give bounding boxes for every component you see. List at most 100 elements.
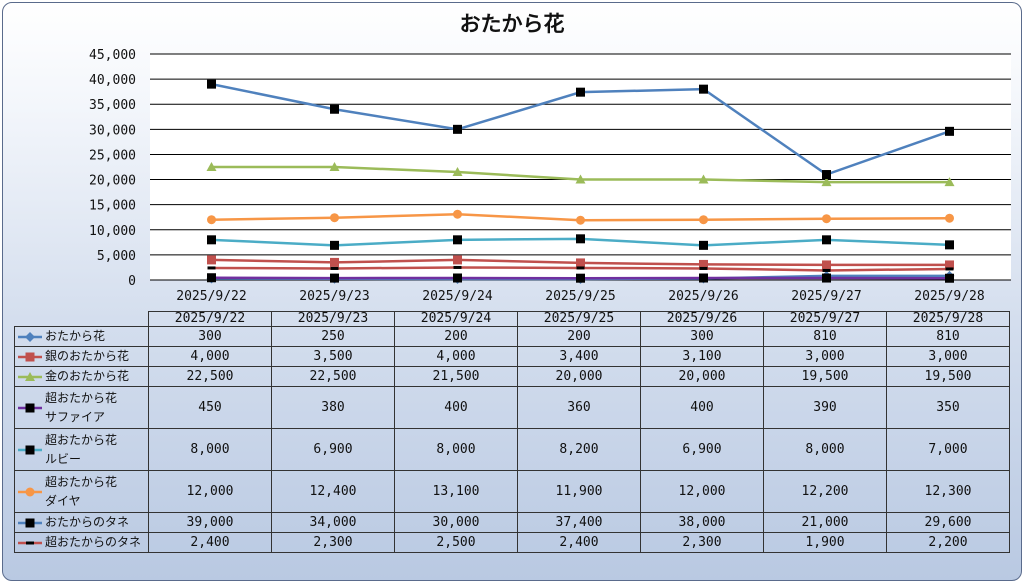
table-cell: 3,000	[763, 346, 887, 367]
data-point	[453, 209, 462, 219]
data-point	[945, 213, 954, 223]
table-cell: 19,500	[763, 366, 887, 387]
table-cell: 2,300	[640, 532, 764, 553]
series-2	[206, 162, 955, 187]
data-point	[330, 266, 339, 270]
table-cell: 12,200	[763, 470, 887, 513]
table-cell: 11,900	[517, 470, 641, 513]
table-header-cell: 2025/9/28	[886, 311, 1010, 327]
table-row: 超おたから花 サファイア 450 380 400 360 400 390 350	[14, 386, 1010, 429]
data-point	[576, 273, 585, 283]
x-tick-label: 2025/9/22	[176, 289, 246, 304]
table-row: おたから花 300 250 200 200 300 810 810	[14, 326, 1010, 347]
legend-label: 超おたからのタネ	[45, 535, 142, 549]
data-point	[452, 167, 463, 177]
legend-label: ダイヤ	[45, 493, 81, 508]
table-cell: 20,000	[640, 366, 764, 387]
chart-title: おたから花	[459, 12, 565, 36]
data-point	[453, 265, 462, 269]
table-cell: 1,900	[763, 532, 887, 553]
data-point	[207, 215, 216, 225]
table-header-cell: 2025/9/24	[394, 311, 518, 327]
legend-entry: 金のおたから花	[14, 366, 149, 387]
x-tick-label: 2025/9/25	[545, 289, 615, 304]
data-point	[945, 267, 954, 271]
data-point	[576, 266, 585, 270]
table-cell: 34,000	[271, 512, 395, 533]
table-cell: 39,000	[148, 512, 272, 533]
legend-entry: 超おたから花 サファイア	[14, 386, 149, 429]
data-point	[453, 235, 462, 245]
x-tick-label: 2025/9/27	[791, 289, 861, 304]
data-point	[575, 174, 586, 184]
legend-key-icon	[18, 371, 42, 381]
legend-key-marker	[25, 487, 35, 496]
table-cell: 400	[394, 386, 518, 429]
table-cell: 2,300	[271, 532, 395, 553]
table-cell: 20,000	[517, 366, 641, 387]
legend-key-marker	[25, 403, 35, 412]
data-point	[576, 215, 585, 225]
table-cell: 8,000	[394, 428, 518, 471]
data-point	[329, 162, 340, 171]
table-cell: 6,900	[640, 428, 764, 471]
table-cell: 3,100	[640, 346, 764, 367]
table-cell: 8,000	[763, 428, 887, 471]
table-cell: 8,000	[148, 428, 272, 471]
table-cell: 350	[886, 386, 1010, 429]
x-tick-label: 2025/9/24	[422, 289, 493, 304]
data-point	[330, 104, 339, 114]
y-tick-label: 25,000	[89, 148, 136, 163]
table-row: 超おたから花 ルビー 8,000 6,900 8,000 8,200 6,900 8,000 7…	[14, 428, 1010, 471]
table-cell: 810	[763, 326, 887, 347]
legend-entry: おたからのタネ	[14, 512, 149, 533]
data-point	[821, 177, 832, 187]
table-cell: 21,000	[763, 512, 887, 533]
y-tick-label: 30,000	[89, 123, 136, 138]
data-point	[330, 273, 339, 283]
series-5	[207, 209, 954, 225]
table-cell: 450	[148, 386, 272, 429]
data-point	[207, 273, 216, 283]
legend-label: サファイア	[45, 409, 106, 424]
data-point	[207, 255, 216, 265]
data-point	[330, 257, 339, 267]
legend-label: おたから花	[45, 329, 106, 343]
data-point	[699, 84, 708, 94]
data-point	[945, 273, 954, 283]
data-point	[207, 79, 216, 89]
table-cell: 810	[886, 326, 1010, 347]
table-row: 超おたから花 ダイヤ 12,000 12,400 13,100 11,900 12,000 1…	[14, 470, 1010, 513]
table-header-cell: 2025/9/23	[271, 311, 395, 327]
table-cell: 6,900	[271, 428, 395, 471]
table-cell: 3,000	[886, 346, 1010, 367]
y-tick-label: 40,000	[89, 73, 136, 88]
table-cell: 2,200	[886, 532, 1010, 553]
legend-key-marker	[25, 445, 35, 454]
data-point	[945, 126, 954, 136]
table-cell: 22,500	[148, 366, 272, 387]
legend-entry: おたから花	[14, 326, 149, 347]
table-cell: 30,000	[394, 512, 518, 533]
data-point	[576, 87, 585, 97]
x-tick-label: 2025/9/28	[914, 289, 984, 304]
legend-key-icon	[18, 518, 42, 527]
table-cell: 2,400	[517, 532, 641, 553]
table-cell: 12,000	[148, 470, 272, 513]
legend-label: 超おたから花	[45, 474, 118, 489]
data-point	[453, 273, 462, 283]
table-cell: 19,500	[886, 366, 1010, 387]
data-point	[576, 258, 585, 268]
table-header-row: 2025/9/22 2025/9/23 2025/9/24 2025/9/25 2025…	[14, 311, 1010, 327]
legend-key-icon	[18, 331, 42, 342]
table-cell: 7,000	[886, 428, 1010, 471]
legend-key-icon	[18, 445, 42, 454]
table-cell: 21,500	[394, 366, 518, 387]
series-4	[207, 234, 954, 250]
table-header-cell: 2025/9/25	[517, 311, 641, 327]
data-point	[822, 235, 831, 245]
data-point	[699, 266, 708, 270]
legend-entry: 超おたから花 ダイヤ	[14, 470, 149, 513]
table-cell: 22,500	[271, 366, 395, 387]
data-point	[822, 273, 831, 283]
